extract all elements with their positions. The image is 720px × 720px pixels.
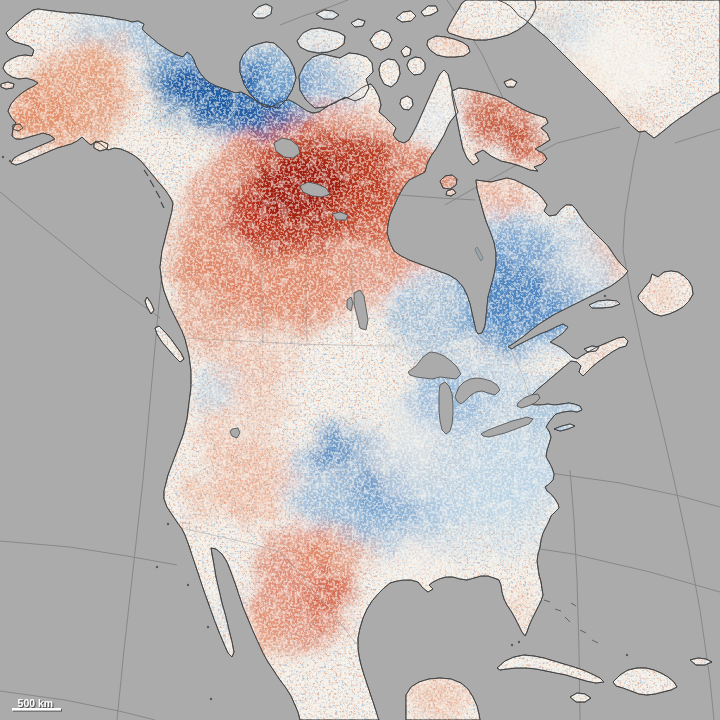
svg-text:500 km: 500 km xyxy=(18,697,54,709)
